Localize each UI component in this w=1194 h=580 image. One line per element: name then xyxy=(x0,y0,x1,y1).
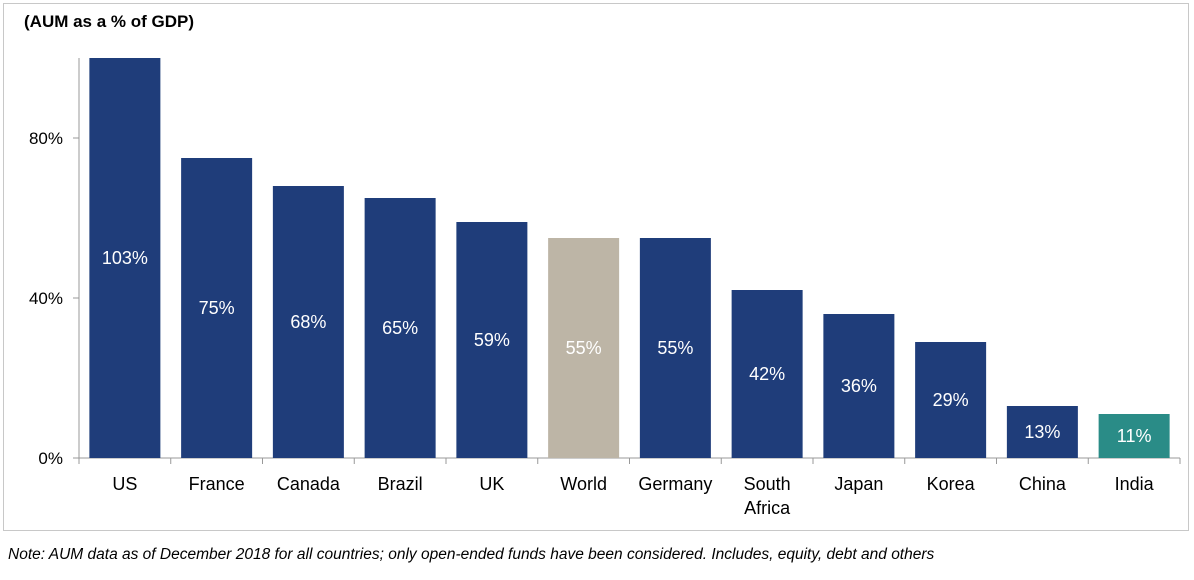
category-label: Brazil xyxy=(378,474,423,494)
bar xyxy=(731,290,803,458)
footnote: Note: AUM data as of December 2018 for a… xyxy=(8,546,935,563)
bar-chart: 0% 40% 80% 103% US 75% France 68% Canada 65% Braz… xyxy=(29,58,1181,518)
data-label: 36% xyxy=(841,376,877,396)
bar xyxy=(1006,406,1078,458)
bar xyxy=(915,342,987,458)
category-label: China xyxy=(1019,474,1067,494)
bar xyxy=(548,238,620,458)
bar xyxy=(1098,414,1170,458)
data-label: 103% xyxy=(102,248,148,268)
bar xyxy=(823,314,895,458)
axes: 0% 40% 80% xyxy=(29,58,1181,468)
bar xyxy=(89,58,161,458)
category-label: Germany xyxy=(638,474,712,494)
labels: 103% US 75% France 68% Canada 65% Brazil 59% UK 55… xyxy=(102,248,1155,518)
data-label: 42% xyxy=(749,364,785,384)
y-tick-label: 0% xyxy=(38,449,63,468)
data-label: 11% xyxy=(1117,426,1152,446)
data-label: 59% xyxy=(474,330,510,350)
y-tick-label: 40% xyxy=(29,289,63,308)
data-label: 75% xyxy=(199,298,235,318)
category-label: Canada xyxy=(277,474,341,494)
data-label: 55% xyxy=(566,338,602,358)
bar xyxy=(364,198,436,458)
bar xyxy=(639,238,711,458)
category-label: UK xyxy=(479,474,504,494)
data-label: 65% xyxy=(382,318,418,338)
bars xyxy=(89,58,1170,458)
category-label: France xyxy=(189,474,245,494)
bar xyxy=(181,158,253,458)
category-label: US xyxy=(112,474,137,494)
category-label: India xyxy=(1115,474,1155,494)
category-label: South xyxy=(744,474,791,494)
data-label: 55% xyxy=(657,338,693,358)
category-label: World xyxy=(560,474,607,494)
category-label: Africa xyxy=(744,498,791,518)
data-label: 29% xyxy=(933,390,969,410)
category-label: Japan xyxy=(834,474,883,494)
bar xyxy=(456,222,528,458)
data-label: 68% xyxy=(290,312,326,332)
data-label: 13% xyxy=(1024,422,1060,442)
category-label: Korea xyxy=(927,474,976,494)
bar xyxy=(272,186,344,458)
y-tick-label: 80% xyxy=(29,129,63,148)
chart-title: (AUM as a % of GDP) xyxy=(24,12,195,31)
